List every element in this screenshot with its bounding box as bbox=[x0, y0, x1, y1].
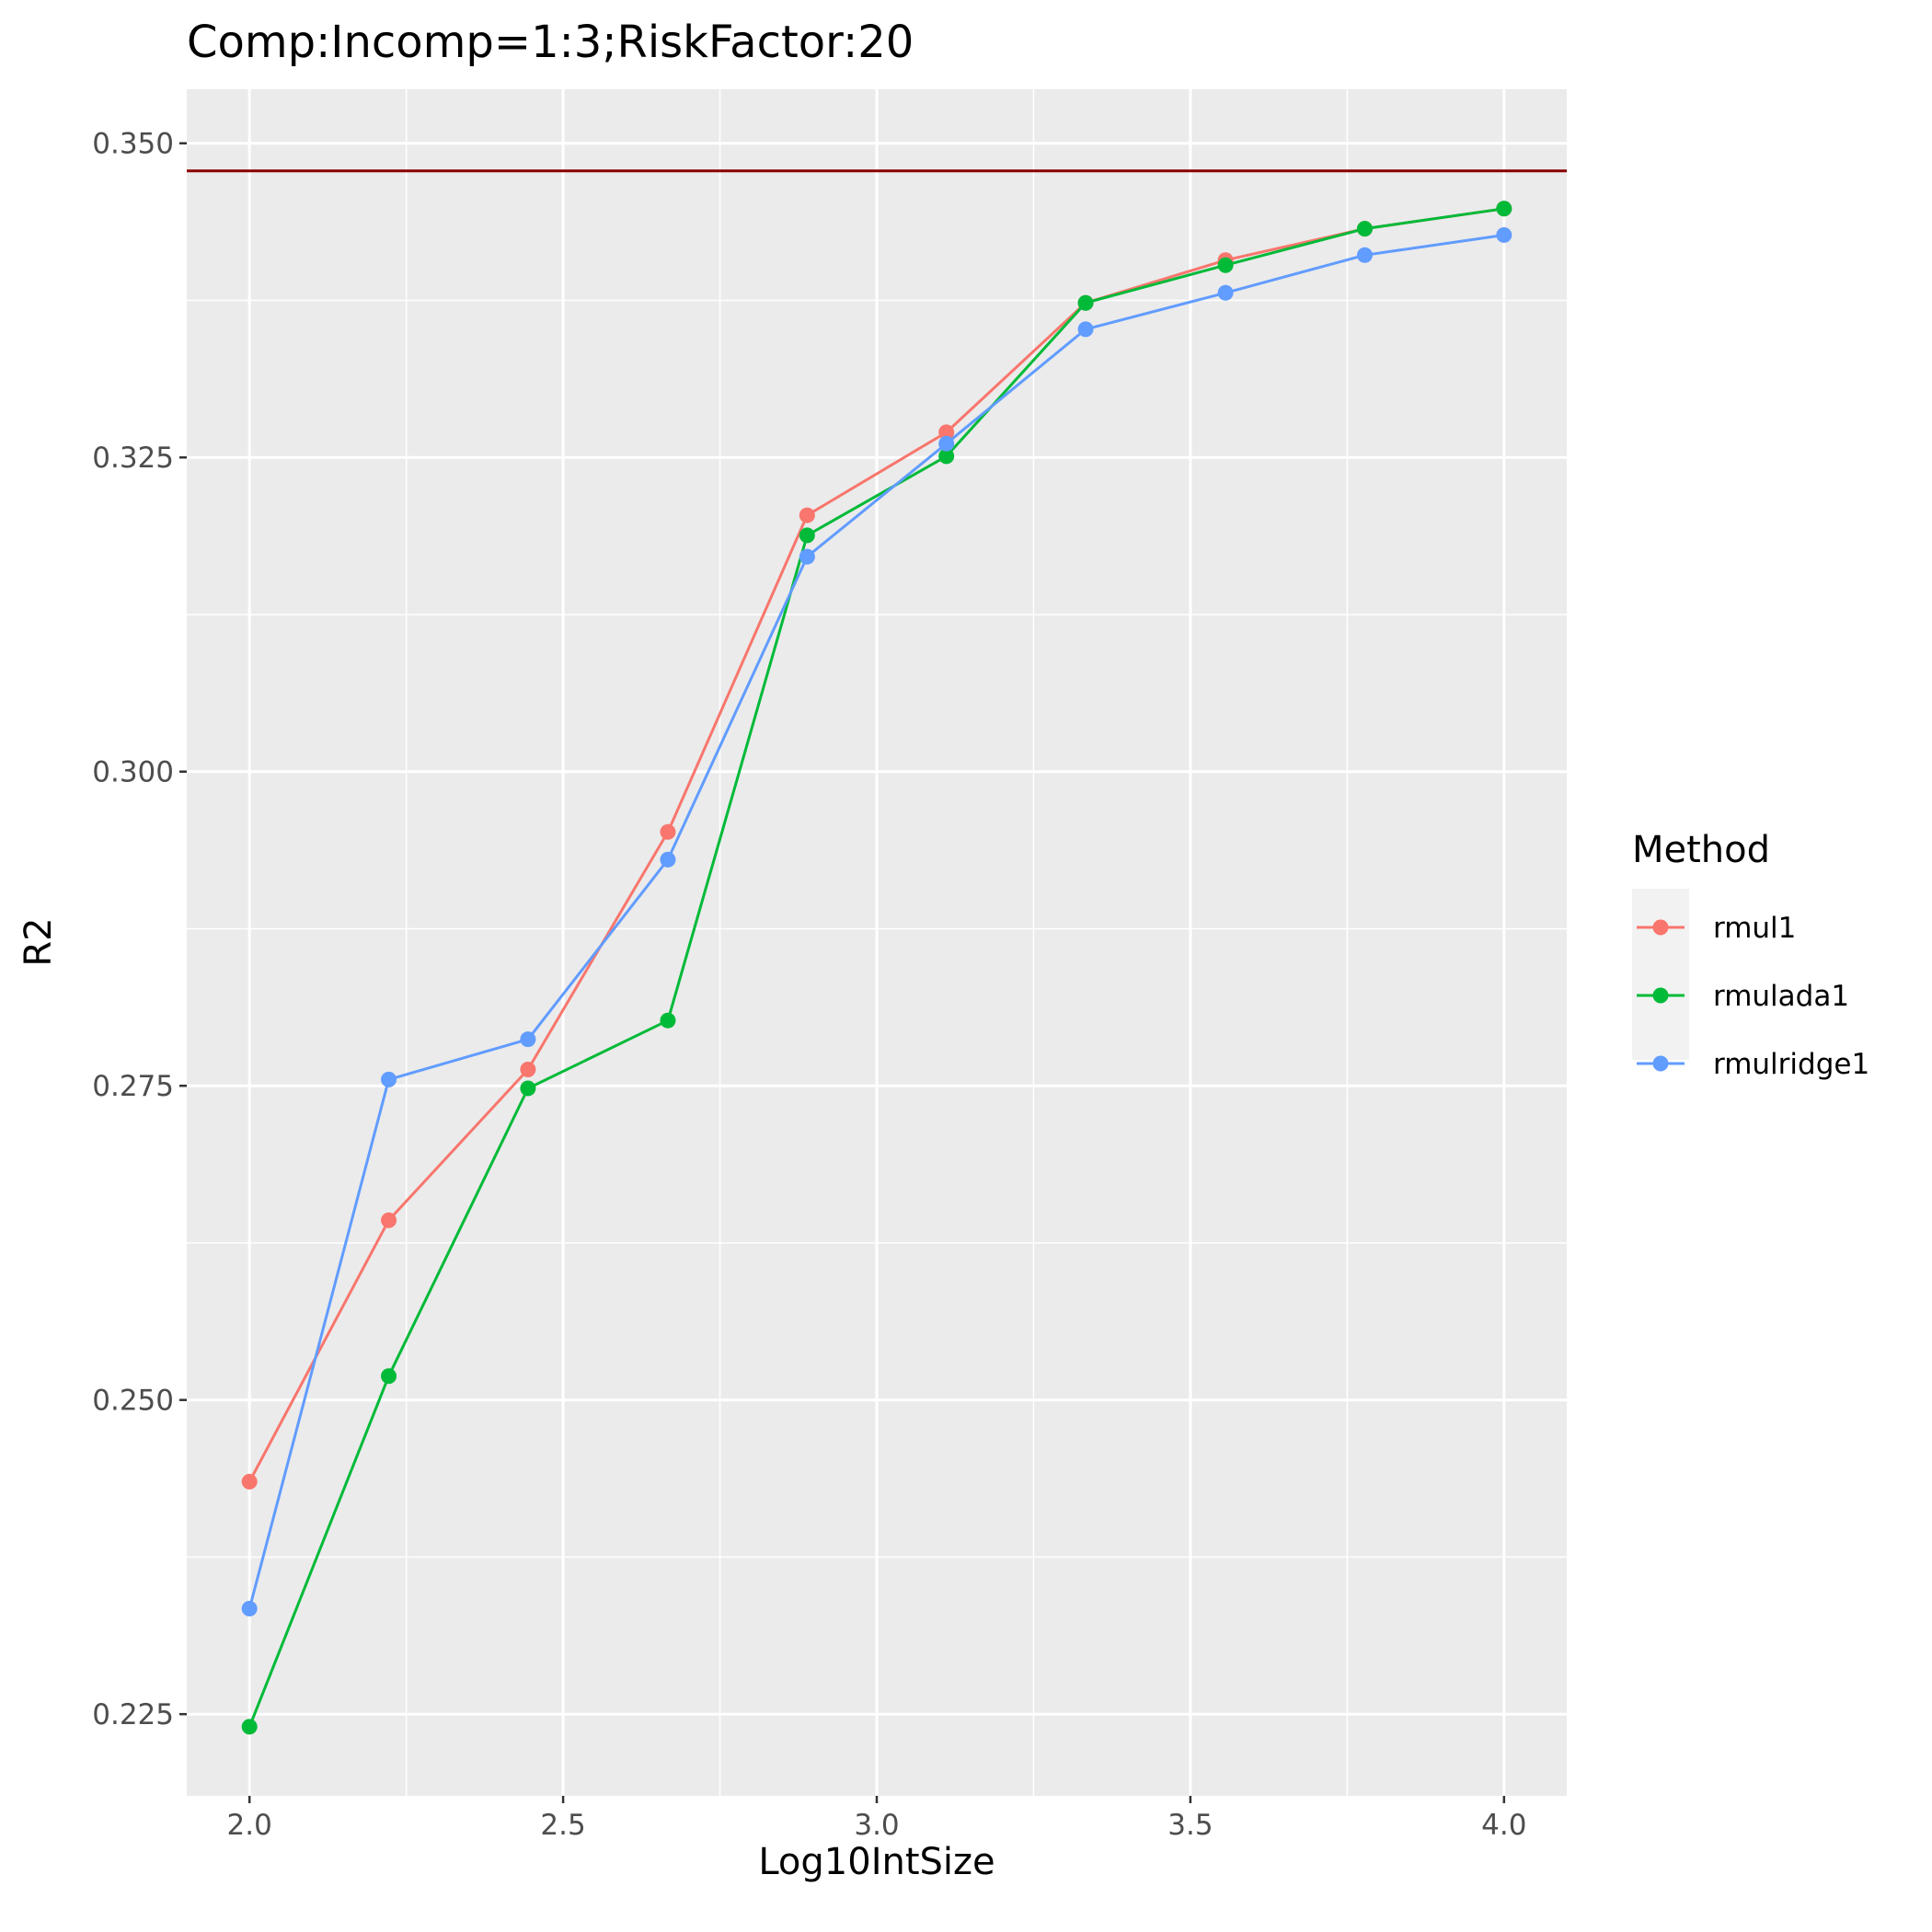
y-tick-label: 0.300 bbox=[92, 756, 174, 789]
data-point-rmulridge1 bbox=[938, 435, 955, 452]
x-tick-label: 3.0 bbox=[854, 1809, 899, 1842]
data-point-rmul1 bbox=[938, 424, 955, 441]
legend-key-point-rmulada1 bbox=[1652, 987, 1669, 1004]
series-line-rmul1 bbox=[247, 207, 1505, 1483]
x-axis-title: Log10IntSize bbox=[758, 1841, 995, 1883]
data-point-rmulada1 bbox=[381, 1368, 397, 1385]
y-tick-label: 0.275 bbox=[92, 1070, 174, 1103]
data-point-rmul1 bbox=[799, 507, 815, 523]
legend-label-rmulada1: rmulada1 bbox=[1713, 980, 1849, 1013]
data-point-rmulridge1 bbox=[1217, 284, 1234, 301]
legend-label-rmulridge1: rmulridge1 bbox=[1713, 1048, 1869, 1081]
series-line-rmulridge1 bbox=[247, 234, 1505, 1609]
y-tick-label: 0.225 bbox=[92, 1698, 174, 1731]
data-point-rmulada1 bbox=[241, 1719, 258, 1735]
legend-label-rmul1: rmul1 bbox=[1713, 912, 1796, 945]
legend-title: Method bbox=[1632, 829, 1770, 871]
data-point-rmulada1 bbox=[938, 448, 955, 465]
y-tick-label: 0.350 bbox=[92, 128, 174, 161]
data-point-rmul1 bbox=[520, 1061, 536, 1077]
x-tick-label: 2.0 bbox=[227, 1809, 272, 1842]
data-point-rmul1 bbox=[660, 823, 676, 840]
data-point-rmulridge1 bbox=[1077, 321, 1094, 338]
y-tick-label: 0.325 bbox=[92, 442, 174, 475]
data-point-rmulada1 bbox=[660, 1012, 676, 1029]
data-point-rmulridge1 bbox=[1496, 226, 1512, 243]
y-axis-ticks: 0.225 0.250 0.275 0.300 0.325 0.350 bbox=[92, 128, 187, 1731]
data-point-rmulridge1 bbox=[660, 851, 676, 868]
y-tick-label: 0.250 bbox=[92, 1385, 174, 1418]
legend-key-point-rmul1 bbox=[1652, 919, 1669, 936]
x-axis-ticks: 2.0 2.5 3.0 3.5 4.0 bbox=[227, 1796, 1526, 1842]
data-point-rmulridge1 bbox=[520, 1031, 536, 1048]
data-point-rmulridge1 bbox=[1356, 247, 1373, 263]
series-line-rmulada1 bbox=[247, 207, 1505, 1728]
data-point-rmul1 bbox=[381, 1212, 397, 1228]
series-points bbox=[241, 201, 1512, 1735]
legend-key-background bbox=[1632, 889, 1689, 1060]
data-point-rmulridge1 bbox=[241, 1600, 258, 1616]
x-tick-label: 3.5 bbox=[1167, 1809, 1213, 1842]
data-point-rmulada1 bbox=[1217, 257, 1234, 273]
legend-items: rmul1 rmulada1 rmulridge1 bbox=[1632, 889, 1869, 1081]
major-gridlines bbox=[187, 89, 1567, 1796]
data-point-rmulridge1 bbox=[381, 1071, 397, 1087]
y-axis-title: R2 bbox=[17, 917, 60, 966]
chart-title: Comp:Incomp=1:3;RiskFactor:20 bbox=[187, 17, 914, 68]
x-tick-label: 4.0 bbox=[1481, 1809, 1526, 1842]
data-point-rmulada1 bbox=[520, 1080, 536, 1097]
legend-key-point-rmulridge1 bbox=[1652, 1055, 1669, 1072]
data-point-rmulada1 bbox=[1077, 294, 1094, 311]
x-tick-label: 2.5 bbox=[540, 1809, 585, 1842]
series-lines bbox=[247, 207, 1505, 1728]
data-point-rmulada1 bbox=[1356, 221, 1373, 237]
data-point-rmulridge1 bbox=[799, 548, 815, 565]
data-point-rmulada1 bbox=[799, 527, 815, 544]
data-point-rmulada1 bbox=[1496, 201, 1512, 217]
legend: Method rmul1 rmulada1 rmulridge1 bbox=[1632, 829, 1869, 1081]
data-point-rmul1 bbox=[241, 1474, 258, 1490]
